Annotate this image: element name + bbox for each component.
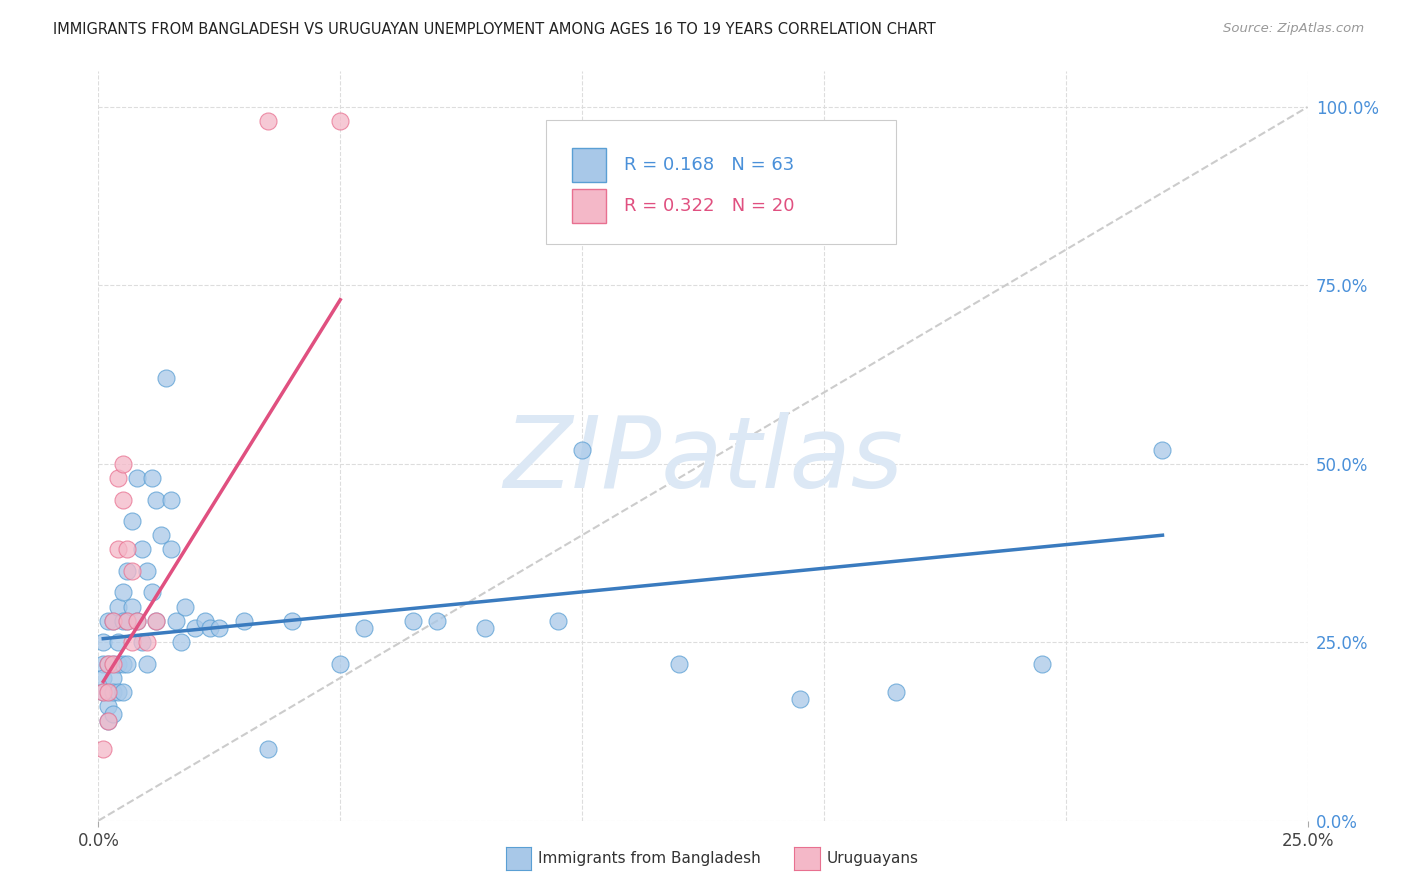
Point [97, 685, 120, 699]
Point [160, 542, 183, 557]
Point [91, 671, 114, 685]
Point [101, 657, 124, 671]
Point [135, 635, 157, 649]
Point [174, 599, 197, 614]
Point [232, 614, 254, 628]
Point [281, 614, 304, 628]
Point [402, 614, 425, 628]
Point [101, 671, 124, 685]
Point [101, 706, 124, 721]
Point [97, 699, 120, 714]
Point [1152, 442, 1174, 457]
FancyBboxPatch shape [572, 189, 606, 223]
FancyBboxPatch shape [546, 120, 897, 244]
Point [256, 742, 278, 756]
Point [141, 471, 163, 485]
Point [107, 542, 129, 557]
Point [91, 635, 114, 649]
Point [117, 564, 139, 578]
Point [121, 564, 143, 578]
Point [111, 585, 134, 599]
Point [184, 621, 207, 635]
Point [135, 657, 157, 671]
Text: R = 0.322   N = 20: R = 0.322 N = 20 [624, 197, 794, 215]
Point [1031, 657, 1053, 671]
Point [111, 685, 134, 699]
Point [135, 564, 157, 578]
Point [91, 657, 114, 671]
Text: R = 0.168   N = 63: R = 0.168 N = 63 [624, 155, 794, 174]
Point [117, 614, 139, 628]
Point [329, 114, 352, 128]
Point [160, 492, 183, 507]
Point [107, 599, 129, 614]
Point [107, 471, 129, 485]
Point [169, 635, 191, 649]
Point [117, 657, 139, 671]
Point [131, 542, 153, 557]
Point [329, 657, 352, 671]
Point [101, 614, 124, 628]
Point [107, 635, 129, 649]
Text: Uruguayans: Uruguayans [827, 851, 918, 865]
Point [97, 657, 120, 671]
Point [145, 614, 167, 628]
Point [194, 614, 217, 628]
Point [886, 685, 908, 699]
Point [91, 685, 114, 699]
Point [121, 599, 143, 614]
Point [91, 742, 114, 756]
Point [107, 685, 129, 699]
Point [111, 614, 134, 628]
Point [155, 371, 177, 385]
Point [91, 685, 114, 699]
Point [111, 457, 134, 471]
FancyBboxPatch shape [572, 148, 606, 181]
Point [127, 471, 149, 485]
Point [117, 542, 139, 557]
Point [107, 657, 129, 671]
Text: IMMIGRANTS FROM BANGLADESH VS URUGUAYAN UNEMPLOYMENT AMONG AGES 16 TO 19 YEARS C: IMMIGRANTS FROM BANGLADESH VS URUGUAYAN … [53, 22, 936, 37]
Point [97, 685, 120, 699]
Point [121, 635, 143, 649]
Text: Immigrants from Bangladesh: Immigrants from Bangladesh [538, 851, 761, 865]
Point [101, 657, 124, 671]
Point [571, 442, 593, 457]
Point [127, 614, 149, 628]
Point [97, 714, 120, 728]
Point [789, 692, 811, 706]
Point [208, 621, 231, 635]
Point [97, 614, 120, 628]
Point [198, 621, 221, 635]
Point [353, 621, 375, 635]
Point [101, 614, 124, 628]
Text: Source: ZipAtlas.com: Source: ZipAtlas.com [1223, 22, 1364, 36]
Point [141, 585, 163, 599]
Point [111, 492, 134, 507]
Point [668, 657, 690, 671]
Point [101, 685, 124, 699]
Point [165, 614, 187, 628]
Point [150, 528, 173, 542]
Point [547, 614, 569, 628]
Point [426, 614, 449, 628]
Point [145, 492, 167, 507]
Point [127, 614, 149, 628]
Point [117, 614, 139, 628]
Point [256, 114, 278, 128]
Point [145, 614, 167, 628]
Text: ZIPatlas: ZIPatlas [503, 412, 903, 509]
Point [111, 657, 134, 671]
Point [474, 621, 496, 635]
Point [97, 714, 120, 728]
Point [97, 657, 120, 671]
Point [121, 514, 143, 528]
Point [131, 635, 153, 649]
